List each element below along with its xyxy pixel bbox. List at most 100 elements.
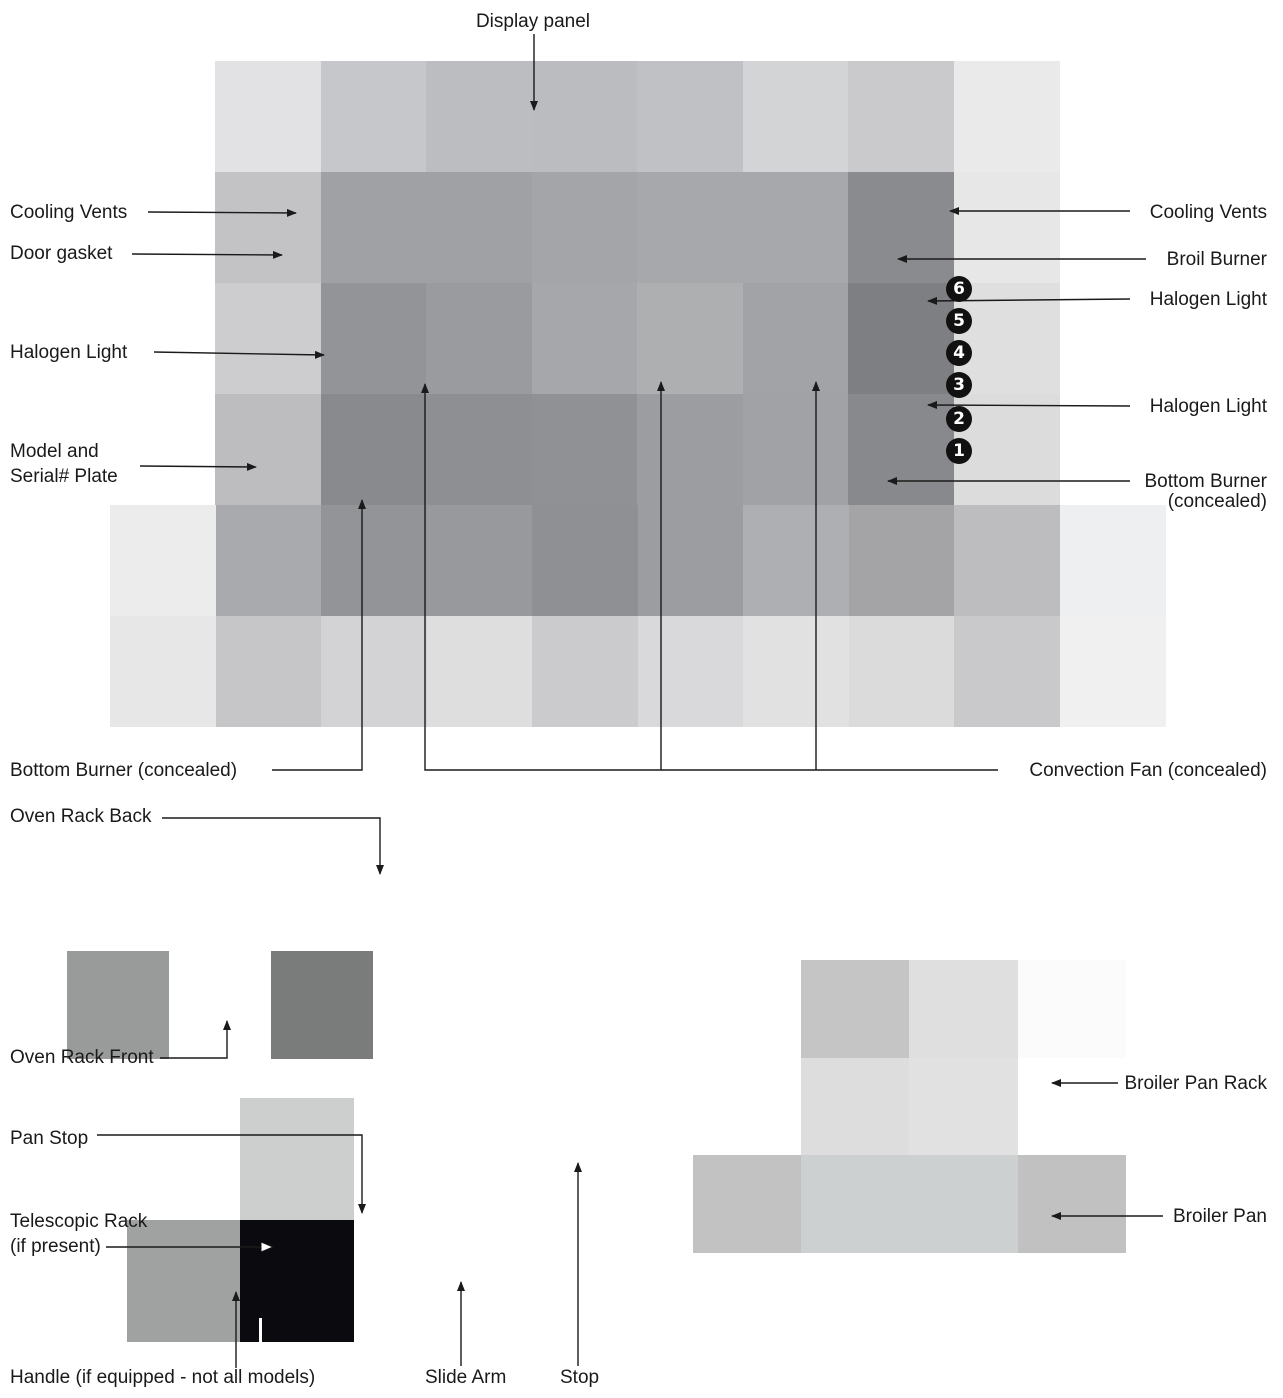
label-telescopic-rack-line1: Telescopic Rack: [10, 1211, 148, 1232]
oven-image-tile: [426, 172, 533, 283]
oven-image-tile: [953, 61, 1060, 172]
oven-rack-image-tile: [67, 951, 169, 1059]
oven-image-tile: [1059, 505, 1166, 616]
oven-image-tile: [848, 172, 955, 283]
oven-image-tile: [426, 283, 533, 394]
oven-image-tile: [743, 616, 850, 727]
leader-door-gasket: [131, 250, 283, 259]
oven-image-tile: [637, 616, 744, 727]
oven-image-tile: [848, 61, 955, 172]
telescopic-rack-image-tile: [127, 1220, 240, 1342]
oven-image-tile: [215, 172, 322, 283]
label-cooling-vents-right: Cooling Vents: [1149, 202, 1267, 223]
rack-position-1-badge: 1: [946, 438, 972, 464]
oven-image-tile: [954, 616, 1061, 727]
label-bottom-burner-left: Bottom Burner (concealed): [10, 760, 238, 781]
broiler-image-tile: [801, 1155, 1018, 1253]
oven-image-tile: [426, 505, 533, 616]
label-oven-rack-back: Oven Rack Back: [10, 806, 152, 827]
oven-image-tile: [532, 505, 639, 616]
oven-image-tile: [637, 283, 744, 394]
label-model-serial-line2: Serial# Plate: [10, 466, 118, 487]
oven-image-tile: [637, 61, 744, 172]
broiler-image-tile: [1018, 1155, 1126, 1253]
oven-image-tile: [1059, 616, 1166, 727]
broiler-image-tile: [801, 1058, 909, 1155]
label-halogen-light-right-top: Halogen Light: [1149, 289, 1267, 310]
label-pan-stop: Pan Stop: [10, 1128, 89, 1149]
label-oven-rack-front: Oven Rack Front: [10, 1047, 154, 1068]
leader-halogen-light-right-bottom: [927, 401, 1131, 410]
label-broiler-pan: Broiler Pan: [1173, 1206, 1267, 1227]
label-halogen-light-right-bottom: Halogen Light: [1149, 396, 1267, 417]
label-slide-arm: Slide Arm: [425, 1367, 507, 1388]
oven-image-tile: [742, 394, 849, 505]
rack-position-3-badge: 3: [946, 372, 972, 398]
label-stop: Stop: [560, 1367, 600, 1388]
label-telescopic-rack-line2: (if present): [10, 1236, 101, 1257]
rack-position-5-badge: 5: [946, 308, 972, 334]
oven-image-tile: [110, 616, 217, 727]
leader-model-serial: [139, 462, 257, 471]
label-bottom-burner-right-line1: Bottom Burner: [1144, 471, 1268, 492]
leader-cooling-vents-left: [147, 208, 297, 217]
oven-image-tile: [848, 394, 955, 505]
label-handle: Handle (if equipped - not all models): [10, 1367, 316, 1388]
oven-image-tile: [953, 283, 1060, 394]
oven-image-tile: [215, 616, 322, 727]
broiler-image-tile: [1018, 960, 1126, 1058]
oven-image-tile: [742, 61, 849, 172]
oven-image-tile: [531, 394, 638, 505]
label-broiler-pan-rack: Broiler Pan Rack: [1124, 1073, 1267, 1094]
oven-image-tile: [320, 61, 427, 172]
oven-image-tile: [426, 616, 533, 727]
label-convection-fan: Convection Fan (concealed): [1029, 760, 1267, 781]
leader-convection-fan-main: [421, 383, 998, 771]
oven-image-tile: [637, 505, 744, 616]
oven-image-tile: [742, 283, 849, 394]
oven-rack-image-tile: [271, 951, 373, 1059]
oven-image-tile: [532, 616, 639, 727]
oven-image-tile: [215, 61, 322, 172]
oven-image-tile: [531, 172, 638, 283]
oven-image-tile: [110, 505, 217, 616]
leader-pan-stop: [97, 1134, 366, 1214]
broiler-image-tile: [801, 960, 909, 1058]
oven-image-tile: [215, 505, 322, 616]
oven-image-tile: [531, 61, 638, 172]
oven-image-tile: [953, 172, 1060, 283]
label-door-gasket: Door gasket: [10, 243, 113, 264]
rack-position-2-badge: 2: [946, 406, 972, 432]
oven-image-tile: [215, 394, 322, 505]
oven-image-tile: [215, 283, 322, 394]
oven-image-tile: [848, 616, 955, 727]
oven-image-tile: [320, 394, 427, 505]
oven-image-tile: [848, 505, 955, 616]
oven-image-tile: [637, 394, 744, 505]
leader-oven-rack-back: [162, 817, 384, 875]
label-bottom-burner-right-line2: (concealed): [1167, 491, 1267, 512]
broiler-image-tile: [909, 960, 1018, 1058]
oven-image-tile: [954, 505, 1061, 616]
label-cooling-vents-left: Cooling Vents: [10, 202, 128, 223]
oven-image-tile: [320, 283, 427, 394]
oven-image-tile: [321, 505, 428, 616]
rack-position-4-badge: 4: [946, 340, 972, 366]
leader-bottom-burner-left: [272, 499, 366, 771]
oven-image-tile: [426, 61, 533, 172]
rack-position-6-badge: 6: [946, 276, 972, 302]
label-halogen-light-left: Halogen Light: [10, 342, 128, 363]
rack-handle-notch: [259, 1318, 262, 1342]
broiler-image-tile: [693, 1155, 801, 1253]
oven-image-tile: [637, 172, 744, 283]
telescopic-rack-image-tile: [240, 1098, 354, 1220]
oven-image-tile: [321, 616, 428, 727]
oven-image-tile: [426, 394, 533, 505]
label-display-panel: Display panel: [475, 11, 591, 32]
oven-image-tile: [743, 505, 850, 616]
leader-halogen-light-left: [153, 350, 325, 359]
leader-oven-rack-front: [160, 1020, 231, 1059]
oven-image-tile: [531, 283, 638, 394]
